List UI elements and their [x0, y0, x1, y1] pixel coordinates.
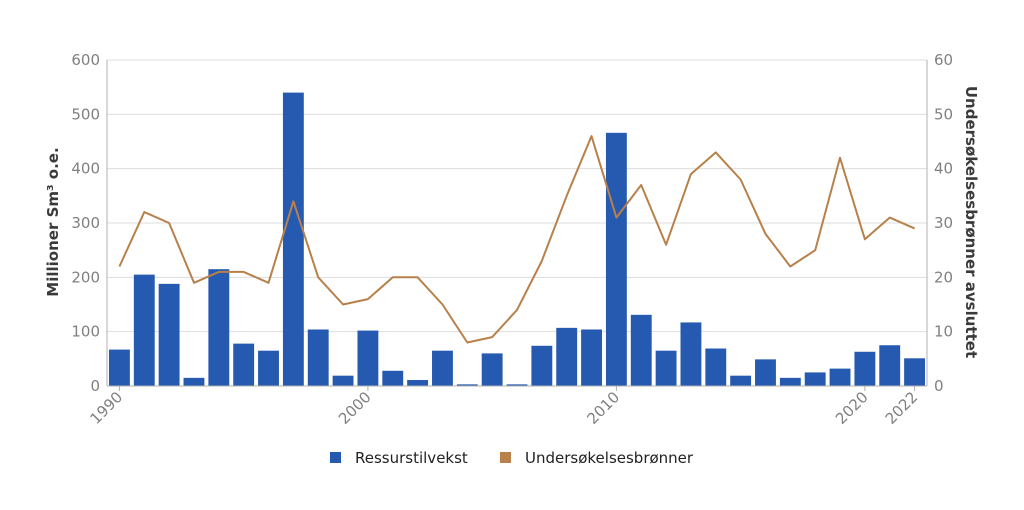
- bar: [233, 343, 255, 386]
- legend-label-line: Undersøkelsesbrønner: [525, 449, 694, 467]
- left-tick-label: 0: [90, 377, 100, 395]
- right-axis-title: Undersøkelsesbrønner avsluttet: [962, 86, 980, 358]
- bar: [630, 314, 652, 386]
- bar-series: [108, 92, 926, 386]
- bar: [183, 377, 205, 386]
- bar: [133, 274, 155, 386]
- bar: [730, 375, 752, 386]
- right-tick-label: 50: [934, 105, 953, 123]
- x-tick-label: 2000: [335, 388, 375, 428]
- legend-swatch-bar: [330, 452, 341, 463]
- left-tick-label: 500: [71, 105, 100, 123]
- bar: [382, 370, 404, 386]
- bar: [755, 359, 776, 386]
- bar: [506, 384, 528, 386]
- bar: [705, 348, 727, 386]
- bar: [108, 349, 130, 386]
- left-tick-label: 400: [71, 160, 100, 178]
- bar: [829, 368, 851, 386]
- bar: [357, 330, 379, 386]
- bar: [531, 345, 553, 386]
- right-tick-label: 20: [934, 268, 953, 286]
- bar: [556, 327, 578, 386]
- bar: [804, 372, 826, 386]
- left-tick-label: 300: [71, 214, 100, 232]
- left-tick-label: 200: [71, 268, 100, 286]
- x-tick-label: 2022: [882, 388, 922, 428]
- bar: [879, 345, 901, 386]
- right-tick-label: 0: [934, 377, 944, 395]
- right-axis-ticks: 0 10 20 30 40 50 60: [934, 51, 953, 395]
- left-tick-label: 100: [71, 323, 100, 341]
- gridlines: [107, 59, 927, 333]
- bar: [655, 350, 677, 386]
- left-tick-label: 600: [71, 51, 100, 69]
- line-series: [118, 135, 915, 344]
- legend: Ressurstilvekst Undersøkelsesbrønner: [330, 449, 694, 467]
- bar: [208, 269, 230, 386]
- legend-swatch-line: [500, 452, 511, 463]
- bar: [680, 322, 702, 386]
- bar: [258, 350, 279, 386]
- right-tick-label: 40: [934, 160, 953, 178]
- bar: [307, 329, 329, 386]
- right-tick-label: 30: [934, 214, 953, 232]
- left-axis-ticks: 0 100 200 300 400 500 600: [71, 51, 100, 395]
- bar: [282, 92, 304, 386]
- left-axis-title: Millioner Sm³ o.e.: [44, 147, 62, 296]
- x-tick-label: 2020: [832, 388, 872, 428]
- bar: [605, 132, 627, 386]
- x-axis-ticks: 1990 2000 2010 2020 2022: [87, 386, 922, 428]
- bar: [581, 329, 602, 386]
- bar: [432, 350, 453, 386]
- bar: [854, 351, 876, 386]
- right-tick-label: 10: [934, 323, 953, 341]
- right-tick-label: 60: [934, 51, 953, 69]
- bar: [332, 375, 354, 386]
- bar: [481, 353, 503, 386]
- x-tick-label: 2010: [583, 388, 623, 428]
- bar: [456, 384, 478, 386]
- legend-label-bar: Ressurstilvekst: [355, 449, 468, 467]
- bar: [407, 380, 429, 386]
- series-line: [118, 135, 915, 344]
- axes: [106, 60, 928, 387]
- bar: [158, 283, 180, 386]
- bar: [904, 358, 926, 386]
- bar: [779, 377, 801, 386]
